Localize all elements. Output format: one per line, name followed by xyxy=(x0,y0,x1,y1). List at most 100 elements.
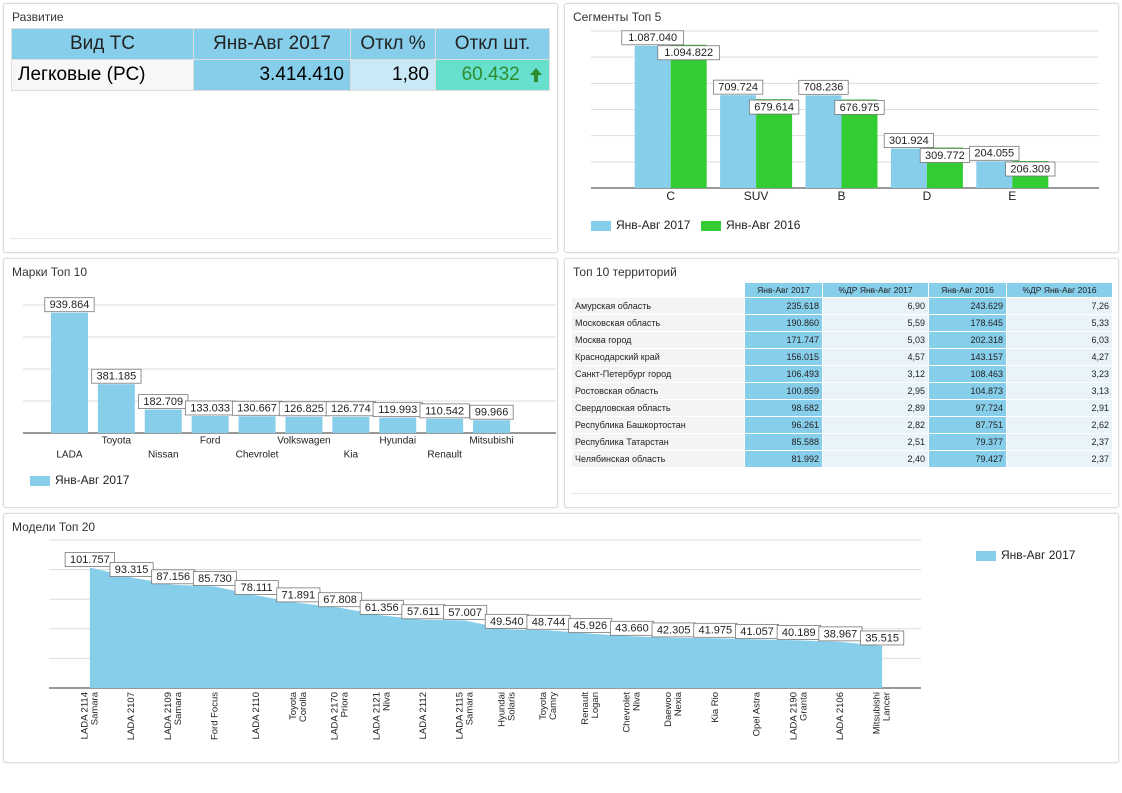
x-tick-label: B xyxy=(837,189,845,203)
x-tick-label: Toyota xyxy=(102,436,132,447)
cell: 4,27 xyxy=(1006,348,1113,366)
x-tick-label: Lancer xyxy=(882,692,893,721)
value-label: 61.356 xyxy=(365,602,399,614)
summary-table: Вид ТС Янв-Авг 2017 Откл % Откл шт. Легк… xyxy=(11,28,550,91)
value-label-box xyxy=(748,99,800,115)
value-label: 309.772 xyxy=(925,150,965,162)
header-cell: %ДР Янв-Авг 2017 xyxy=(822,283,929,298)
legend-swatch xyxy=(591,221,611,231)
row: Легковые (РС) 3.414.410 1,80 60.432 xyxy=(11,59,550,91)
legend-swatch xyxy=(976,551,996,561)
value-label-box xyxy=(91,368,142,384)
cell: Легковые (РС) xyxy=(11,59,194,91)
cell: 2,95 xyxy=(822,382,929,400)
x-tick-label: Ford xyxy=(200,436,221,447)
cell: 3.414.410 xyxy=(193,59,351,91)
panel-title: Марки Топ 10 xyxy=(12,265,88,279)
x-tick-label: Hyundai xyxy=(496,692,507,727)
x-tick-label: LADA 2107 xyxy=(126,692,137,740)
cell: 98.682 xyxy=(744,399,824,417)
value-label-box xyxy=(419,403,470,419)
value-label: 45.926 xyxy=(573,620,607,632)
row: Москва город 171.747 5,03 202.318 6,03 xyxy=(572,331,1113,349)
value-label-box xyxy=(834,100,885,115)
cell: 7,26 xyxy=(1006,297,1113,315)
cell: Республика Татарстан xyxy=(572,433,745,451)
value-label: 57.611 xyxy=(407,606,440,618)
cell: 81.992 xyxy=(744,450,824,468)
cell: Московская область xyxy=(572,314,745,332)
x-tick-label: Renault xyxy=(580,692,591,725)
x-tick-label: Logan xyxy=(590,692,601,718)
x-tick-label: Kia xyxy=(344,450,359,461)
cell: 1,80 xyxy=(350,59,436,91)
cell: 79.377 xyxy=(928,433,1008,451)
header-cell: Янв-Авг 2017 xyxy=(193,28,351,60)
value-label: 133.033 xyxy=(190,402,230,414)
value-label: 1.094.822 xyxy=(664,47,713,59)
row: Ростовская область 100.859 2,95 104.873 3,13 xyxy=(572,382,1113,400)
x-tick-label: LADA 2121 xyxy=(371,692,382,740)
cell: 85.588 xyxy=(744,433,824,451)
value-label-box xyxy=(44,297,95,313)
cell: Ростовская область xyxy=(572,382,745,400)
value-label-box xyxy=(443,605,488,620)
x-tick-label: Mitsubishi xyxy=(469,436,513,447)
panel: Марки Топ 10 939.864 381.185 182.709 133.03… xyxy=(3,258,558,508)
value-label: 110.542 xyxy=(425,405,464,417)
row: Челябинская область 81.992 2,40 79.427 2,37 xyxy=(572,450,1113,468)
cell: 60.432 xyxy=(435,59,550,91)
x-tick-label: LADA 2190 xyxy=(788,692,799,740)
cell: 5,59 xyxy=(822,314,929,332)
cell: 2,82 xyxy=(822,416,929,434)
cell: 4,57 xyxy=(822,348,929,366)
panel-title: Развитие xyxy=(12,10,64,24)
separator xyxy=(10,238,551,239)
row: Республика Татарстан 85.588 2,51 79.377 2,37 xyxy=(572,433,1113,451)
x-tick-label: SUV xyxy=(744,189,769,203)
x-tick-label: Kia Rio xyxy=(710,692,721,723)
cell: Амурская область xyxy=(572,297,745,315)
bar xyxy=(634,45,671,189)
x-tick-label: Camry xyxy=(548,692,559,720)
value-label: 85.730 xyxy=(198,573,232,585)
value-label: 709.724 xyxy=(718,82,758,94)
cell: 190.860 xyxy=(744,314,824,332)
value-label: 38.967 xyxy=(824,628,858,640)
x-tick-label: Toyota xyxy=(288,691,299,720)
cell: 156.015 xyxy=(744,348,824,366)
cell: 171.747 xyxy=(744,331,824,349)
x-tick-label: Nexia xyxy=(673,691,684,716)
cell: 3,13 xyxy=(1006,382,1113,400)
bar xyxy=(97,384,135,433)
header-cell: Откл % xyxy=(350,28,436,60)
value-label: 119.993 xyxy=(378,404,417,416)
value-label: 676.975 xyxy=(840,102,880,114)
cell: Санкт-Петербург город xyxy=(572,365,745,383)
x-tick-label: Niva xyxy=(631,691,642,711)
value-label: 708.236 xyxy=(804,82,844,94)
value-label-box xyxy=(712,79,764,95)
legend-label: Янв-Авг 2017 xyxy=(55,473,130,487)
cell: 2,89 xyxy=(822,399,929,417)
panel-title: Модели Топ 20 xyxy=(12,520,96,534)
cell: Свердловская область xyxy=(572,399,745,417)
cell: Краснодарский край xyxy=(572,348,745,366)
value-label-box xyxy=(192,571,237,586)
chart: 939.864 381.185 182.709 133.033 130.667 126.8… xyxy=(23,297,556,487)
header-cell: Янв-Авг 2017 xyxy=(744,283,824,298)
cell: 2,51 xyxy=(822,433,929,451)
cell: 87.751 xyxy=(928,416,1008,434)
value-label-box xyxy=(883,133,935,148)
x-tick-label: Toyota xyxy=(538,691,549,720)
cell: 5,03 xyxy=(822,331,929,349)
chart: 101.757 93.315 87.156 85.730 78.111 71.891 67.… xyxy=(49,539,1076,740)
value-label: 40.189 xyxy=(782,627,816,639)
x-tick-label: Ford Focus xyxy=(209,692,220,740)
cell: 2,91 xyxy=(1006,399,1113,417)
x-tick-label: LADA 2110 xyxy=(251,692,262,739)
value-label: 43.660 xyxy=(615,623,649,635)
x-tick-label: Renault xyxy=(427,450,462,461)
cell: 3,12 xyxy=(822,365,929,383)
